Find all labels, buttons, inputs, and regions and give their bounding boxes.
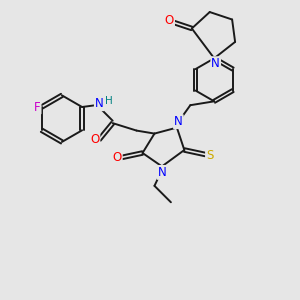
Text: F: F	[34, 100, 40, 113]
Text: S: S	[206, 149, 213, 163]
Text: O: O	[90, 133, 99, 146]
Text: O: O	[112, 151, 122, 164]
Text: H: H	[105, 96, 113, 106]
Text: N: N	[174, 115, 183, 128]
Text: O: O	[165, 14, 174, 28]
Text: N: N	[158, 166, 166, 179]
Text: N: N	[95, 97, 103, 110]
Text: N: N	[211, 57, 220, 70]
